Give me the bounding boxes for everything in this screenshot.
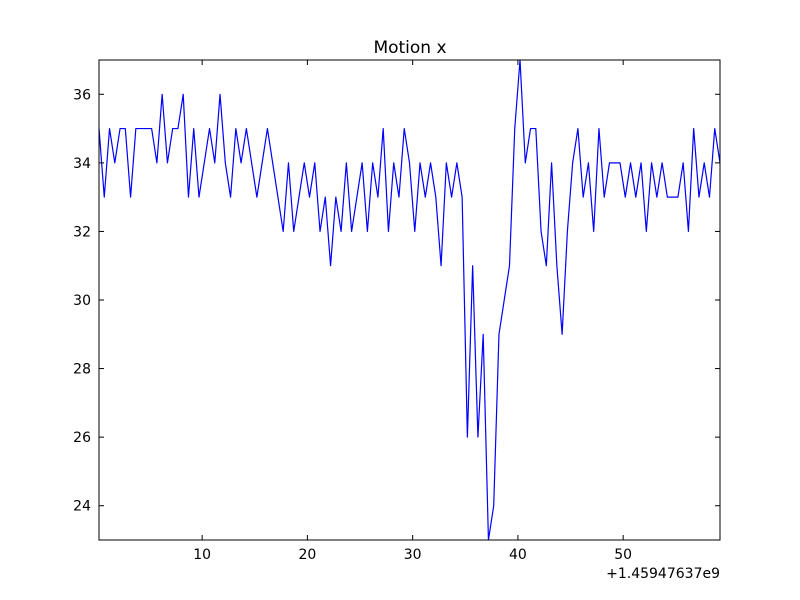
plot-frame — [98, 59, 721, 541]
x-offset-text: +1.45947637e9 — [606, 566, 720, 582]
y-tick-label: 36 — [73, 87, 91, 103]
y-tick-label: 24 — [73, 499, 91, 515]
x-tick-label: 30 — [404, 547, 422, 563]
data-line — [98, 59, 721, 541]
y-tick-label: 28 — [73, 362, 91, 378]
y-tick-label: 34 — [73, 156, 91, 172]
x-tick-label: 10 — [193, 547, 211, 563]
chart-title: Motion x — [373, 38, 446, 58]
x-tick-label: 40 — [509, 547, 527, 563]
y-tick-label: 26 — [73, 430, 91, 446]
x-tick-label: 50 — [614, 547, 632, 563]
x-tick-label: 20 — [298, 547, 316, 563]
y-tick-label: 30 — [73, 293, 91, 309]
y-tick-label: 32 — [73, 224, 91, 240]
